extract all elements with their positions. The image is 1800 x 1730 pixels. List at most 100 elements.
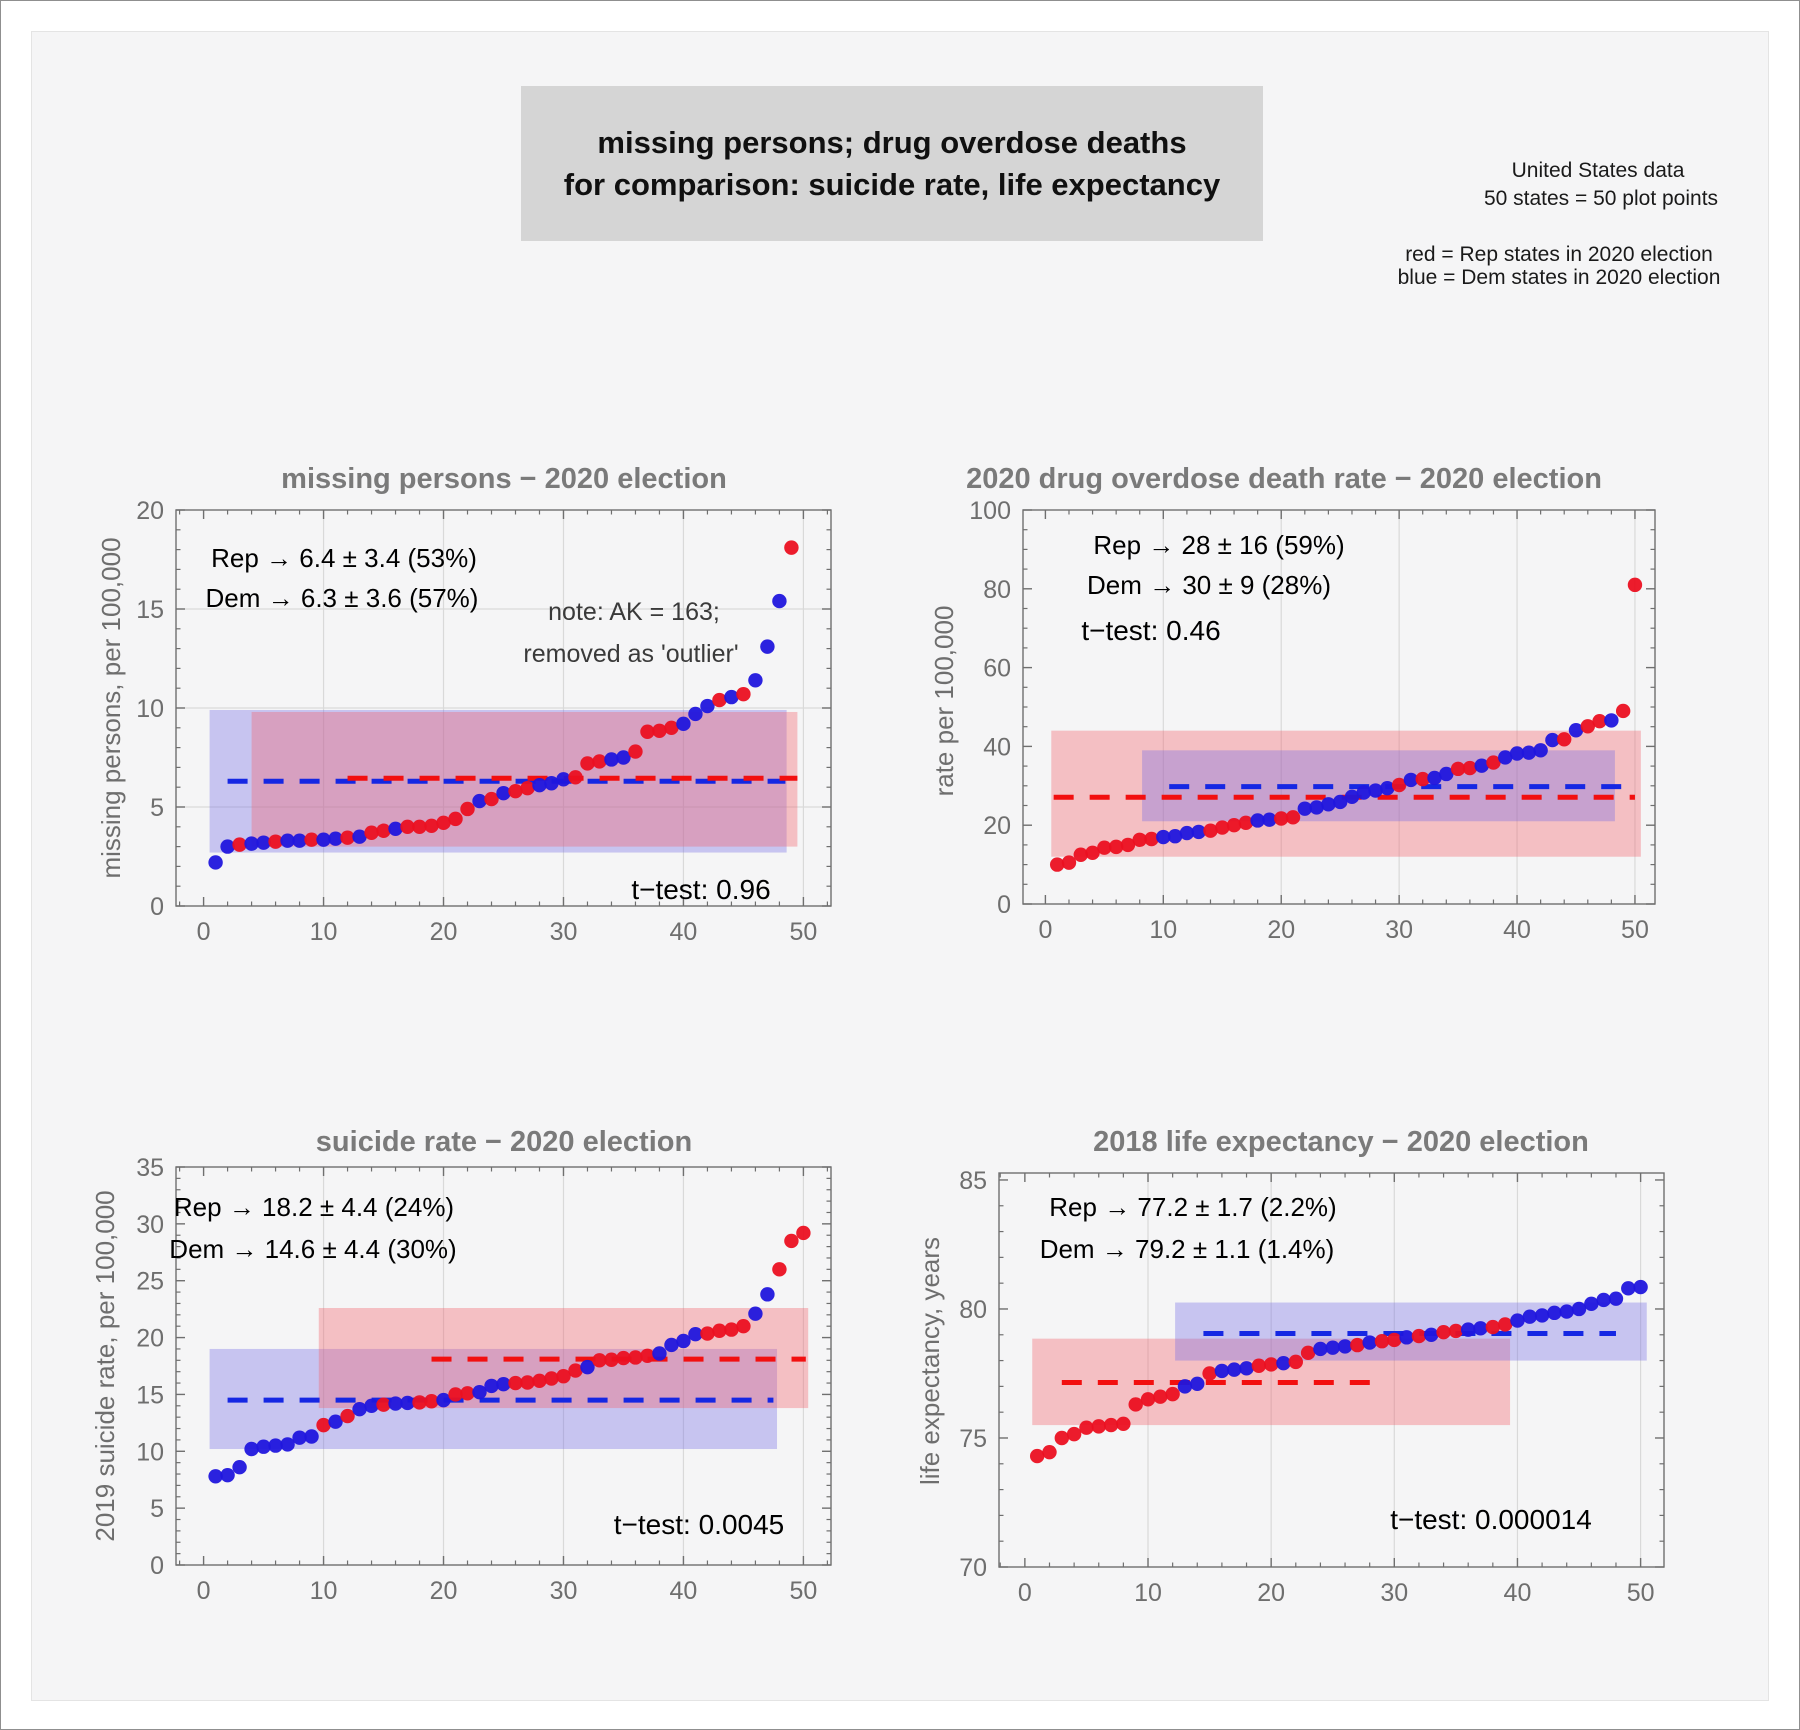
data-point [1608, 1291, 1624, 1306]
legend-dataset-line2: 50 states = 50 plot points [1483, 187, 1719, 210]
axis-tick-label: 0 [197, 1577, 211, 1605]
data-point [268, 1438, 283, 1453]
data-point [1250, 813, 1265, 828]
data-point [328, 831, 343, 846]
data-point [652, 1346, 667, 1361]
data-point [1604, 713, 1619, 728]
data-point [1054, 1430, 1070, 1446]
annotation: t−test: 0.000014 [1390, 1504, 1592, 1535]
axis-tick-label: 10 [310, 1577, 338, 1605]
data-point [1042, 1444, 1057, 1460]
axis-tick-label: 80 [983, 576, 1011, 604]
data-point [508, 783, 523, 799]
annotation: t−test: 0.0045 [614, 1509, 784, 1540]
data-point [1497, 1317, 1513, 1332]
data-point [1251, 1358, 1267, 1373]
data-point [1202, 1366, 1217, 1381]
data-point [1144, 831, 1159, 847]
axis-tick-label: 30 [1385, 916, 1413, 944]
data-point [388, 821, 403, 836]
data-point [232, 837, 247, 852]
data-point [544, 776, 559, 791]
data-point [1559, 1304, 1574, 1319]
axis-tick-label: 20 [430, 1577, 458, 1605]
data-point [1263, 1357, 1279, 1372]
data-point [208, 1469, 223, 1484]
data-point [1179, 825, 1195, 841]
axis-tick-label: 0 [1018, 1579, 1032, 1607]
data-point [520, 1375, 535, 1390]
plot-title: 2018 life expectancy − 2020 election [1093, 1126, 1589, 1158]
data-point [1073, 847, 1088, 862]
data-point [244, 836, 259, 851]
axis-tick-label: 50 [790, 918, 818, 946]
axis-tick-label: 40 [1504, 1579, 1532, 1607]
data-point [1226, 818, 1242, 833]
axis-tick-label: 30 [1380, 1579, 1408, 1607]
data-point [520, 780, 535, 796]
axis-tick-label: 0 [150, 1552, 164, 1580]
axis-tick-label: 20 [1267, 916, 1295, 944]
data-point [1300, 1345, 1316, 1361]
axis-tick-label: 0 [997, 891, 1011, 919]
data-point [1522, 1309, 1537, 1324]
data-point [1203, 823, 1218, 838]
data-point [376, 1397, 391, 1412]
annotation: note: AK = 163; [548, 598, 720, 626]
data-point [1362, 1335, 1377, 1350]
data-point [1547, 1305, 1562, 1321]
data-point [304, 832, 319, 847]
data-point [1274, 811, 1289, 826]
data-point [1321, 797, 1336, 812]
axis-tick-label: 40 [983, 733, 1011, 761]
data-point [796, 1225, 811, 1241]
data-point [1571, 1301, 1587, 1317]
data-point [1486, 755, 1501, 770]
data-point [1399, 1330, 1414, 1345]
annotation: Dem → 30 ± 9 (28%) [1087, 570, 1331, 600]
data-point [1633, 1279, 1648, 1295]
data-point [388, 1396, 403, 1411]
plot-title: suicide rate − 2020 election [316, 1126, 692, 1158]
data-point [568, 770, 583, 785]
data-point [1439, 766, 1454, 782]
chart-missing-persons: 0 10 20 30 40 50 0 5 10 15 20 missing persons − 202… [96, 463, 832, 946]
data-point [1545, 732, 1560, 748]
axis-tick-label: 10 [136, 1438, 164, 1466]
data-point [1156, 829, 1171, 845]
axis-tick-label: 85 [959, 1167, 987, 1195]
data-point [748, 1306, 763, 1321]
data-point [436, 815, 451, 831]
data-point [628, 1350, 643, 1365]
data-point [1313, 1341, 1328, 1357]
axis-tick-label: 0 [150, 893, 164, 921]
data-point [508, 1375, 523, 1391]
axis-tick-label: 5 [150, 794, 164, 822]
axis-tick-label: 50 [790, 1577, 818, 1605]
data-point [784, 1233, 799, 1249]
data-point [532, 778, 547, 793]
plot-title: missing persons − 2020 election [281, 463, 727, 495]
data-point [496, 785, 511, 801]
data-point [1190, 1376, 1205, 1392]
data-point [664, 1337, 679, 1353]
axis-tick-label: 75 [959, 1425, 987, 1453]
data-point [688, 706, 703, 722]
annotation: t−test: 0.96 [631, 874, 770, 905]
data-point [472, 1384, 487, 1400]
data-point [1521, 745, 1537, 760]
data-point [1568, 723, 1584, 738]
data-point [592, 1353, 607, 1368]
data-point [1061, 855, 1077, 870]
data-point [772, 593, 787, 609]
data-point [280, 833, 295, 848]
y-axis-label: missing persons, per 100,000 [96, 537, 126, 878]
data-point [1177, 1379, 1193, 1394]
data-point [1615, 703, 1631, 719]
data-point [1214, 1363, 1230, 1379]
annotation: Rep → 18.2 ± 4.4 (24%) [174, 1192, 454, 1222]
axis-tick-label: 15 [136, 596, 164, 624]
data-point [484, 791, 499, 807]
data-point [784, 540, 799, 555]
